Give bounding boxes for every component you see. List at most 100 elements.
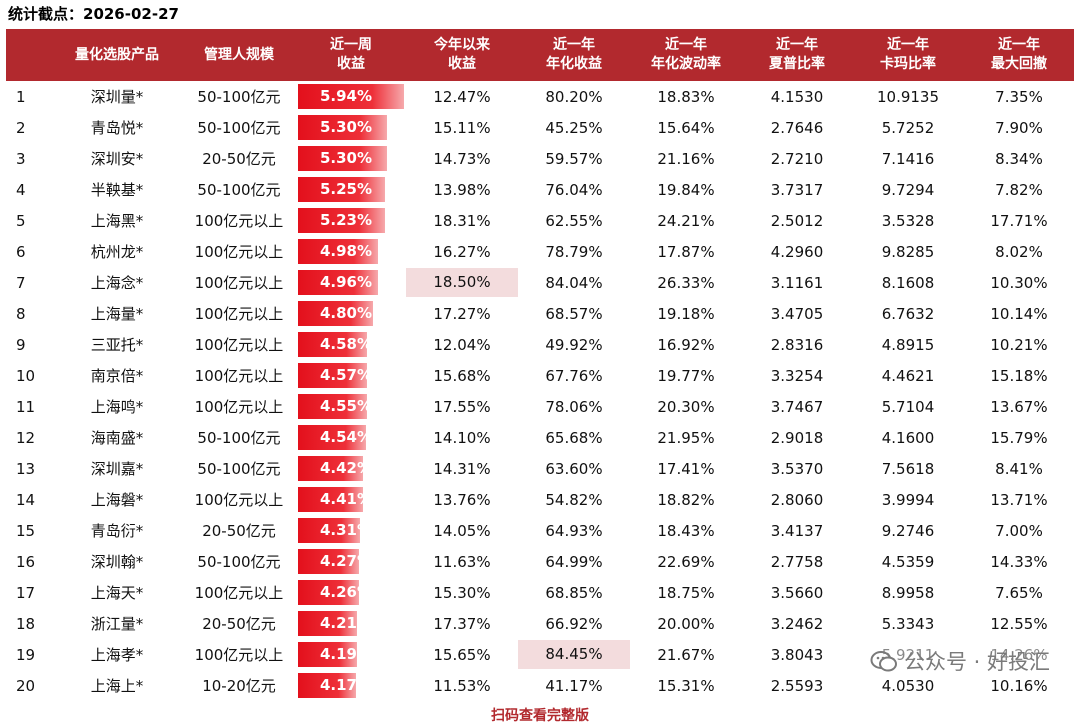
calmar-cell: 5.7104 [881,397,935,416]
volatility-cell: 26.33% [657,273,715,292]
max-drawdown-cell: 17.71% [990,211,1048,230]
weekly-return-bar [298,425,367,450]
table-row: 6 杭州龙* 100亿元以上 4.98% 16.27% 78.79% 17.87% 4.296… [6,236,1074,267]
max-drawdown-cell: 8.41% [995,459,1043,478]
volatility-cell: 17.87% [657,242,715,261]
weekly-return-label: 4.96% [319,273,373,291]
scale-cell: 10-20亿元 [202,677,276,695]
weekly-return-label: 4.80% [319,304,373,322]
calmar-cell: 7.5618 [881,459,935,478]
weekly-return-label: 4.19% [319,645,373,663]
sharpe-cell: 4.1530 [770,87,824,106]
scale-cell: 20-50亿元 [202,150,276,168]
sharpe-cell: 3.5370 [770,459,824,478]
volatility-cell: 20.30% [657,397,715,416]
scale-cell: 50-100亿元 [197,460,281,478]
scale-cell: 100亿元以上 [194,584,284,602]
rank-cell: 15 [16,521,36,540]
weekly-return-label: 4.26% [319,583,373,601]
weekly-return-cell: 5.30% [296,143,406,174]
rank-cell: 17 [16,583,36,602]
max-drawdown-cell: 8.34% [995,149,1043,168]
col-annual-return-header: 近一年 年化收益 [518,29,630,81]
sharpe-cell: 3.8043 [770,645,824,664]
weekly-return-label: 4.98% [319,242,373,260]
sharpe-cell: 3.7467 [770,397,824,416]
weekly-return-cell: 5.25% [296,174,406,205]
scale-cell: 100亿元以上 [194,305,284,323]
ytd-cell: 12.04% [433,335,491,354]
volatility-cell: 17.41% [657,459,715,478]
max-drawdown-cell: 12.55% [990,614,1048,633]
sharpe-cell: 2.7646 [770,118,824,137]
calmar-cell: 10.9135 [876,87,940,106]
calmar-cell: 4.0530 [881,676,935,695]
ytd-cell: 17.37% [433,614,491,633]
ytd-cell: 12.47% [433,87,491,106]
weekly-return-bar [298,549,360,574]
product-cell: 上海念* [90,274,144,292]
calmar-cell: 9.2746 [881,521,935,540]
weekly-return-bar [298,177,386,202]
weekly-return-bar [298,518,361,543]
volatility-cell: 21.95% [657,428,715,447]
weekly-return-bar [298,239,379,264]
weekly-return-cell: 4.27% [296,546,406,577]
weekly-return-cell: 4.31% [296,515,406,546]
product-cell: 青岛悦* [90,119,144,137]
calmar-cell: 8.9958 [881,583,935,602]
product-cell: 上海量* [90,305,144,323]
max-drawdown-cell: 14.33% [990,552,1048,571]
table-row: 4 半鞅基* 50-100亿元 5.25% 13.98% 76.04% 19.84% 3.73… [6,174,1074,205]
table-row: 12 海南盛* 50-100亿元 4.54% 14.10% 65.68% 21.95% 2.9… [6,422,1074,453]
weekly-return-label: 4.41% [319,490,373,508]
weekly-return-cell: 4.55% [296,391,406,422]
table-row: 10 南京倍* 100亿元以上 4.57% 15.68% 67.76% 19.77% 3.32… [6,360,1074,391]
table-row: 18 浙江量* 20-50亿元 4.21% 17.37% 66.92% 20.00% 3.24… [6,608,1074,639]
watermark-text: 公众号 · 好投汇 [903,650,1050,674]
product-cell: 上海天* [90,584,144,602]
scale-cell: 100亿元以上 [194,274,284,292]
sharpe-cell: 3.4705 [770,304,824,323]
max-drawdown-cell: 15.79% [990,428,1048,447]
max-drawdown-cell: 10.21% [990,335,1048,354]
rank-cell: 3 [16,149,26,168]
watermark: 公众号 · 好投汇 [869,645,1050,679]
annual-return-cell: 63.60% [545,459,603,478]
weekly-return-cell: 5.94% [296,81,406,112]
max-drawdown-cell: 10.30% [990,273,1048,292]
weekly-return-label: 4.55% [319,397,373,415]
product-cell: 青岛衍* [90,522,144,540]
calmar-cell: 9.8285 [881,242,935,261]
max-drawdown-cell: 15.18% [990,366,1048,385]
weekly-return-cell: 4.41% [296,484,406,515]
scale-cell: 100亿元以上 [194,646,284,664]
ytd-cell: 16.27% [433,242,491,261]
volatility-cell: 15.64% [657,118,715,137]
product-cell: 上海鸣* [90,398,144,416]
rank-cell: 12 [16,428,36,447]
weekly-return-label: 5.30% [319,118,373,136]
table-row: 8 上海量* 100亿元以上 4.80% 17.27% 68.57% 19.18% 3.470… [6,298,1074,329]
scale-cell: 50-100亿元 [197,553,281,571]
scale-cell: 20-50亿元 [202,615,276,633]
sharpe-cell: 3.5660 [770,583,824,602]
ytd-cell: 15.11% [433,118,491,137]
ytd-cell: 11.53% [433,676,491,695]
table-row: 17 上海天* 100亿元以上 4.26% 15.30% 68.85% 18.75% 3.56… [6,577,1074,608]
calmar-cell: 3.9994 [881,490,935,509]
ytd-cell: 14.10% [433,428,491,447]
weekly-return-label: 5.94% [319,87,373,105]
col-calmar-header: 近一年 卡玛比率 [852,29,964,81]
sharpe-cell: 3.7317 [770,180,824,199]
table-body: 1 深圳量* 50-100亿元 5.94% 12.47% 80.20% 18.83% 4.15… [6,81,1074,701]
footer-link[interactable]: 扫码查看完整版 [491,708,589,724]
table-row: 13 深圳嘉* 50-100亿元 4.42% 14.31% 63.60% 17.41% 3.5… [6,453,1074,484]
ytd-cell: 17.27% [433,304,491,323]
table-row: 1 深圳量* 50-100亿元 5.94% 12.47% 80.20% 18.83% 4.15… [6,81,1074,112]
annual-return-cell: 66.92% [545,614,603,633]
weekly-return-bar [298,456,364,481]
weekly-return-bar [298,580,359,605]
scale-cell: 50-100亿元 [197,181,281,199]
calmar-cell: 6.7632 [881,304,935,323]
